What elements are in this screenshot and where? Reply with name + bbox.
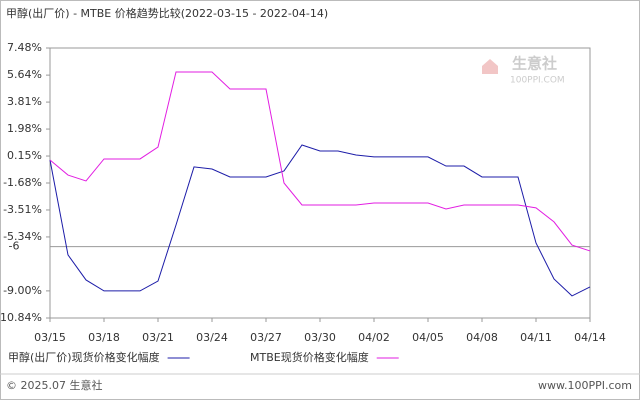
y-tick-label: -10.84% [0,311,42,324]
x-tick-label: 04/11 [520,331,552,344]
watermark-url: 100PPI.COM [510,76,565,86]
watermark: 生意社 100PPI.COM [482,55,565,86]
footer-left: © 2025.07 生意社 [6,378,102,392]
legend-label: 甲醇(出厂价)现货价格变化幅度 [8,350,160,364]
y-tick-label: -1.68% [3,176,42,189]
watermark-name: 生意社 [512,55,557,73]
watermark-icon [482,59,498,74]
footer-right: www.100PPI.com [538,379,632,392]
x-tick-label: 03/30 [304,331,336,344]
x-tick-label: 04/02 [358,331,390,344]
y-tick-label: 5.64% [7,68,42,81]
x-tick-label: 03/18 [88,331,120,344]
y-tick-label: 1.98% [7,122,42,135]
series-line [49,144,591,297]
x-tick-label: 04/14 [574,331,606,344]
y-tick-label: -9.00% [3,284,42,297]
y-tick-label: 0.15% [7,149,42,162]
y-tick-label: -3.51% [3,203,42,216]
x-tick-label: 03/15 [34,331,66,344]
reference-label: -6 [9,240,20,253]
chart-title: 甲醇(出厂价) - MTBE 价格趋势比较(2022-03-15 - 2022-… [6,6,328,20]
y-tick-label: -5.34% [3,230,42,243]
x-tick-label: 03/21 [142,331,174,344]
legend-label: MTBE现货价格变化幅度 [250,350,369,364]
x-tick-label: 04/08 [466,331,498,344]
y-tick-label: 3.81% [7,95,42,108]
series-line [49,71,591,252]
x-tick-label: 04/05 [412,331,444,344]
x-tick-label: 03/27 [250,331,282,344]
y-tick-label: 7.48% [7,41,42,54]
x-tick-label: 03/24 [196,331,228,344]
